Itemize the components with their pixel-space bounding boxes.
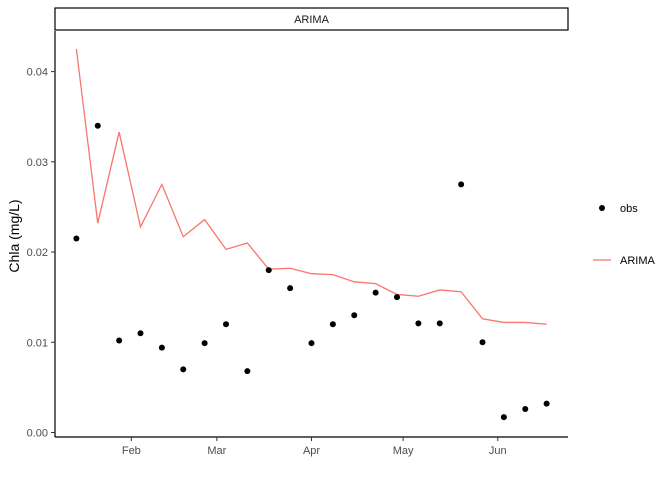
y-axis-ticks: 0.00 0.01 0.02 0.03 0.04 xyxy=(27,67,55,439)
data-point xyxy=(479,339,486,346)
data-point xyxy=(329,321,336,328)
data-point xyxy=(543,400,550,407)
data-point xyxy=(372,289,379,296)
data-point xyxy=(351,312,358,319)
data-point xyxy=(116,337,123,344)
data-point xyxy=(244,368,251,375)
x-tick-label: Jun xyxy=(489,445,507,457)
x-tick-label: Feb xyxy=(122,445,141,457)
data-point xyxy=(308,340,315,347)
facet-strip-label: ARIMA xyxy=(294,14,330,26)
y-tick-label: 0.01 xyxy=(27,337,48,349)
series-line-arima xyxy=(75,48,547,325)
x-tick-label: Apr xyxy=(303,445,320,457)
x-axis-ticks: Feb Mar Apr May Jun xyxy=(122,437,507,457)
data-point xyxy=(522,406,529,413)
data-point xyxy=(500,414,507,421)
data-point xyxy=(458,181,465,188)
data-point xyxy=(180,366,187,373)
axes xyxy=(54,31,568,438)
y-axis-title: Chla (mg/L) xyxy=(6,199,22,272)
y-tick-label: 0.03 xyxy=(27,157,48,169)
data-point xyxy=(287,285,294,292)
observation-points xyxy=(73,122,550,421)
legend-key-point xyxy=(599,205,605,211)
facet-strip-box xyxy=(54,7,569,31)
x-tick-label: May xyxy=(393,445,414,457)
legend: obs ARIMA xyxy=(593,203,656,267)
data-point xyxy=(223,321,229,328)
data-point xyxy=(436,320,443,327)
data-point xyxy=(265,267,272,274)
data-point xyxy=(201,340,208,347)
data-point xyxy=(158,344,165,351)
data-point xyxy=(73,235,80,242)
x-tick-label: Mar xyxy=(207,445,226,457)
legend-label: ARIMA xyxy=(620,255,656,267)
data-point xyxy=(394,294,400,301)
y-tick-label: 0.00 xyxy=(27,427,48,439)
data-point xyxy=(94,122,101,129)
y-tick-label: 0.02 xyxy=(27,247,48,259)
legend-label: obs xyxy=(620,203,638,215)
data-point xyxy=(137,330,144,337)
facet-strip: ARIMA xyxy=(54,7,569,31)
data-point xyxy=(415,320,422,327)
forecast-lines xyxy=(75,48,547,325)
y-tick-label: 0.04 xyxy=(27,67,48,79)
